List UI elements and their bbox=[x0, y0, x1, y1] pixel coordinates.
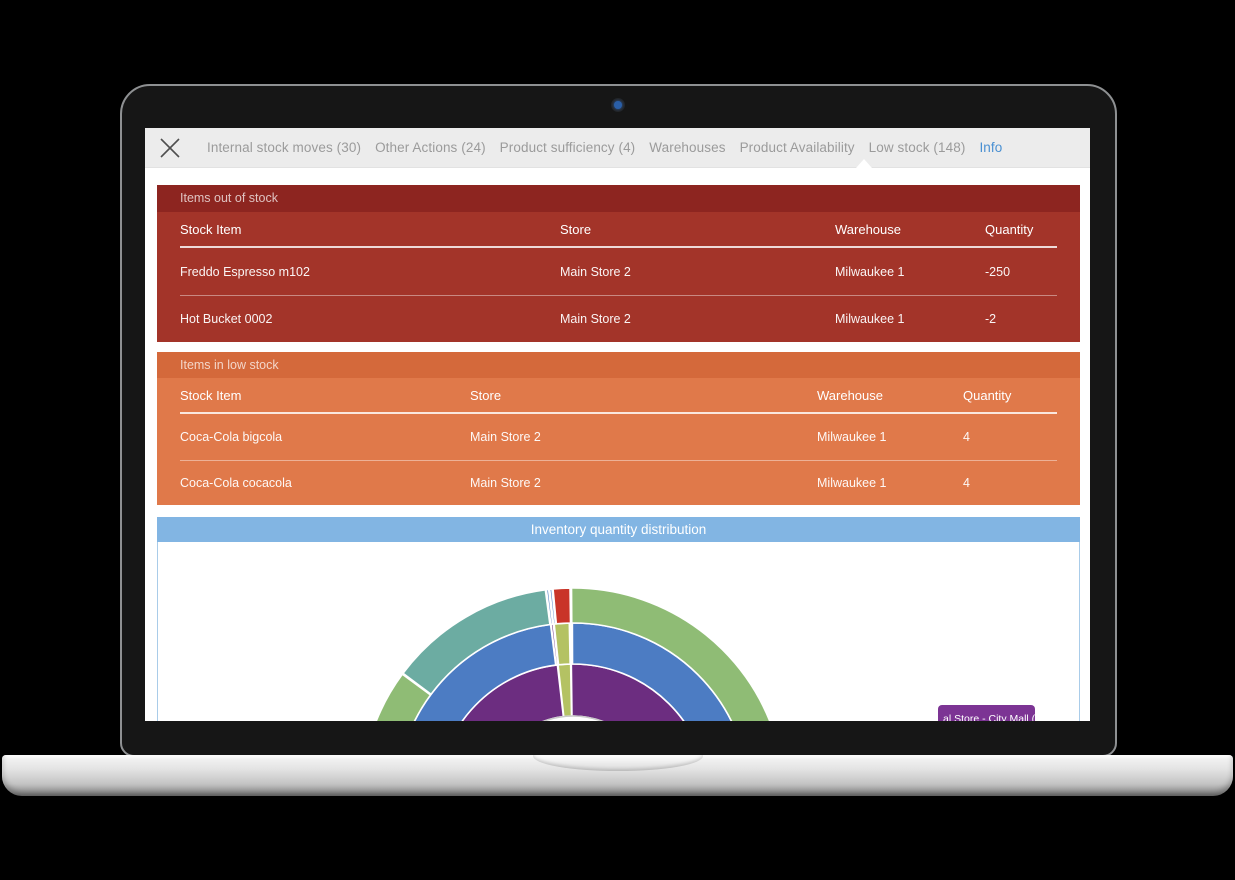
chart-panel: Inventory quantity distribution bbox=[157, 517, 1080, 721]
table-row[interactable]: Freddo Espresso m102 Main Store 2 Milwau… bbox=[180, 248, 1057, 295]
chart-tooltip: al Store - City Mall (lor bbox=[938, 705, 1035, 721]
cell-warehouse: Milwaukee 1 bbox=[835, 264, 905, 279]
column-header: Quantity bbox=[985, 221, 1034, 237]
cell-stock-item: Coca-Cola bigcola bbox=[180, 429, 283, 444]
table-header-row: Stock Item Store Warehouse Quantity bbox=[180, 212, 1057, 248]
sunburst-center-hole bbox=[542, 715, 604, 721]
table-row[interactable]: Hot Bucket 0002 Main Store 2 Milwaukee 1… bbox=[180, 295, 1057, 342]
cell-warehouse: Milwaukee 1 bbox=[817, 429, 887, 444]
cell-warehouse: Milwaukee 1 bbox=[817, 475, 887, 490]
table-row[interactable]: Coca-Cola bigcola Main Store 2 Milwaukee… bbox=[180, 414, 1057, 460]
tab-other-actions[interactable]: Other Actions (24) bbox=[375, 140, 486, 155]
tab-product-sufficiency[interactable]: Product sufficiency (4) bbox=[499, 140, 636, 155]
column-header: Warehouse bbox=[835, 221, 901, 237]
cell-quantity: 4 bbox=[963, 475, 970, 490]
sunburst-segment-red[interactable] bbox=[552, 587, 572, 625]
screen: Internal stock moves (30) Other Actions … bbox=[145, 128, 1090, 721]
sunburst-chart[interactable] bbox=[158, 542, 1079, 721]
tab-warehouses[interactable]: Warehouses bbox=[649, 140, 726, 155]
cell-quantity: -2 bbox=[985, 312, 997, 326]
cell-store: Main Store 2 bbox=[470, 475, 541, 490]
column-header: Store bbox=[470, 387, 502, 403]
cell-quantity: 4 bbox=[963, 429, 970, 444]
cell-store: Main Store 2 bbox=[560, 264, 631, 279]
webcam-icon bbox=[611, 98, 625, 112]
table-row[interactable]: Coca-Cola cocacola Main Store 2 Milwauke… bbox=[180, 459, 1057, 506]
column-header: Stock Item bbox=[180, 221, 242, 237]
cell-warehouse: Milwaukee 1 bbox=[835, 312, 905, 326]
sunburst-segment-green-left[interactable] bbox=[361, 673, 432, 721]
cell-stock-item: Hot Bucket 0002 bbox=[180, 312, 273, 326]
table-header-row: Stock Item Store Warehouse Quantity bbox=[180, 378, 1057, 414]
chart-title: Inventory quantity distribution bbox=[157, 517, 1080, 542]
tab-internal-stock-moves[interactable]: Internal stock moves (30) bbox=[207, 140, 362, 155]
laptop-lid-notch bbox=[533, 755, 703, 771]
close-icon[interactable] bbox=[157, 135, 183, 161]
column-header: Quantity bbox=[963, 387, 1012, 403]
cell-store: Main Store 2 bbox=[560, 312, 631, 326]
tab-bar: Internal stock moves (30) Other Actions … bbox=[207, 140, 1002, 155]
tab-info[interactable]: Info bbox=[979, 140, 1003, 155]
panel-title: Items in low stock bbox=[157, 352, 1080, 378]
low-stock-panel: Items in low stock Stock Item Store Ware… bbox=[157, 352, 1080, 505]
tab-product-availability[interactable]: Product Availability bbox=[739, 140, 855, 155]
cell-quantity: -250 bbox=[985, 264, 1011, 279]
cell-stock-item: Coca-Cola cocacola bbox=[180, 475, 292, 490]
caret-up-icon bbox=[856, 159, 872, 168]
panel-title: Items out of stock bbox=[157, 185, 1080, 212]
cell-store: Main Store 2 bbox=[470, 429, 541, 444]
sunburst-segment-green-right[interactable] bbox=[570, 587, 785, 721]
navbar: Internal stock moves (30) Other Actions … bbox=[145, 128, 1090, 168]
chart-area bbox=[157, 542, 1080, 721]
cell-stock-item: Freddo Espresso m102 bbox=[180, 264, 310, 279]
sunburst-segment-blue-sliver-2[interactable] bbox=[548, 588, 557, 625]
sunburst-segment-blue-sliver-1[interactable] bbox=[545, 588, 554, 626]
sunburst-segment-salmon-sliver[interactable] bbox=[569, 622, 573, 665]
sunburst-segment-teal[interactable] bbox=[401, 588, 551, 696]
column-header: Warehouse bbox=[817, 387, 883, 403]
tab-low-stock[interactable]: Low stock (148) bbox=[868, 140, 966, 155]
column-header: Stock Item bbox=[180, 387, 242, 403]
column-header: Store bbox=[560, 221, 592, 237]
webcam-led bbox=[614, 101, 622, 109]
out-of-stock-panel: Items out of stock Stock Item Store Ware… bbox=[157, 185, 1080, 342]
